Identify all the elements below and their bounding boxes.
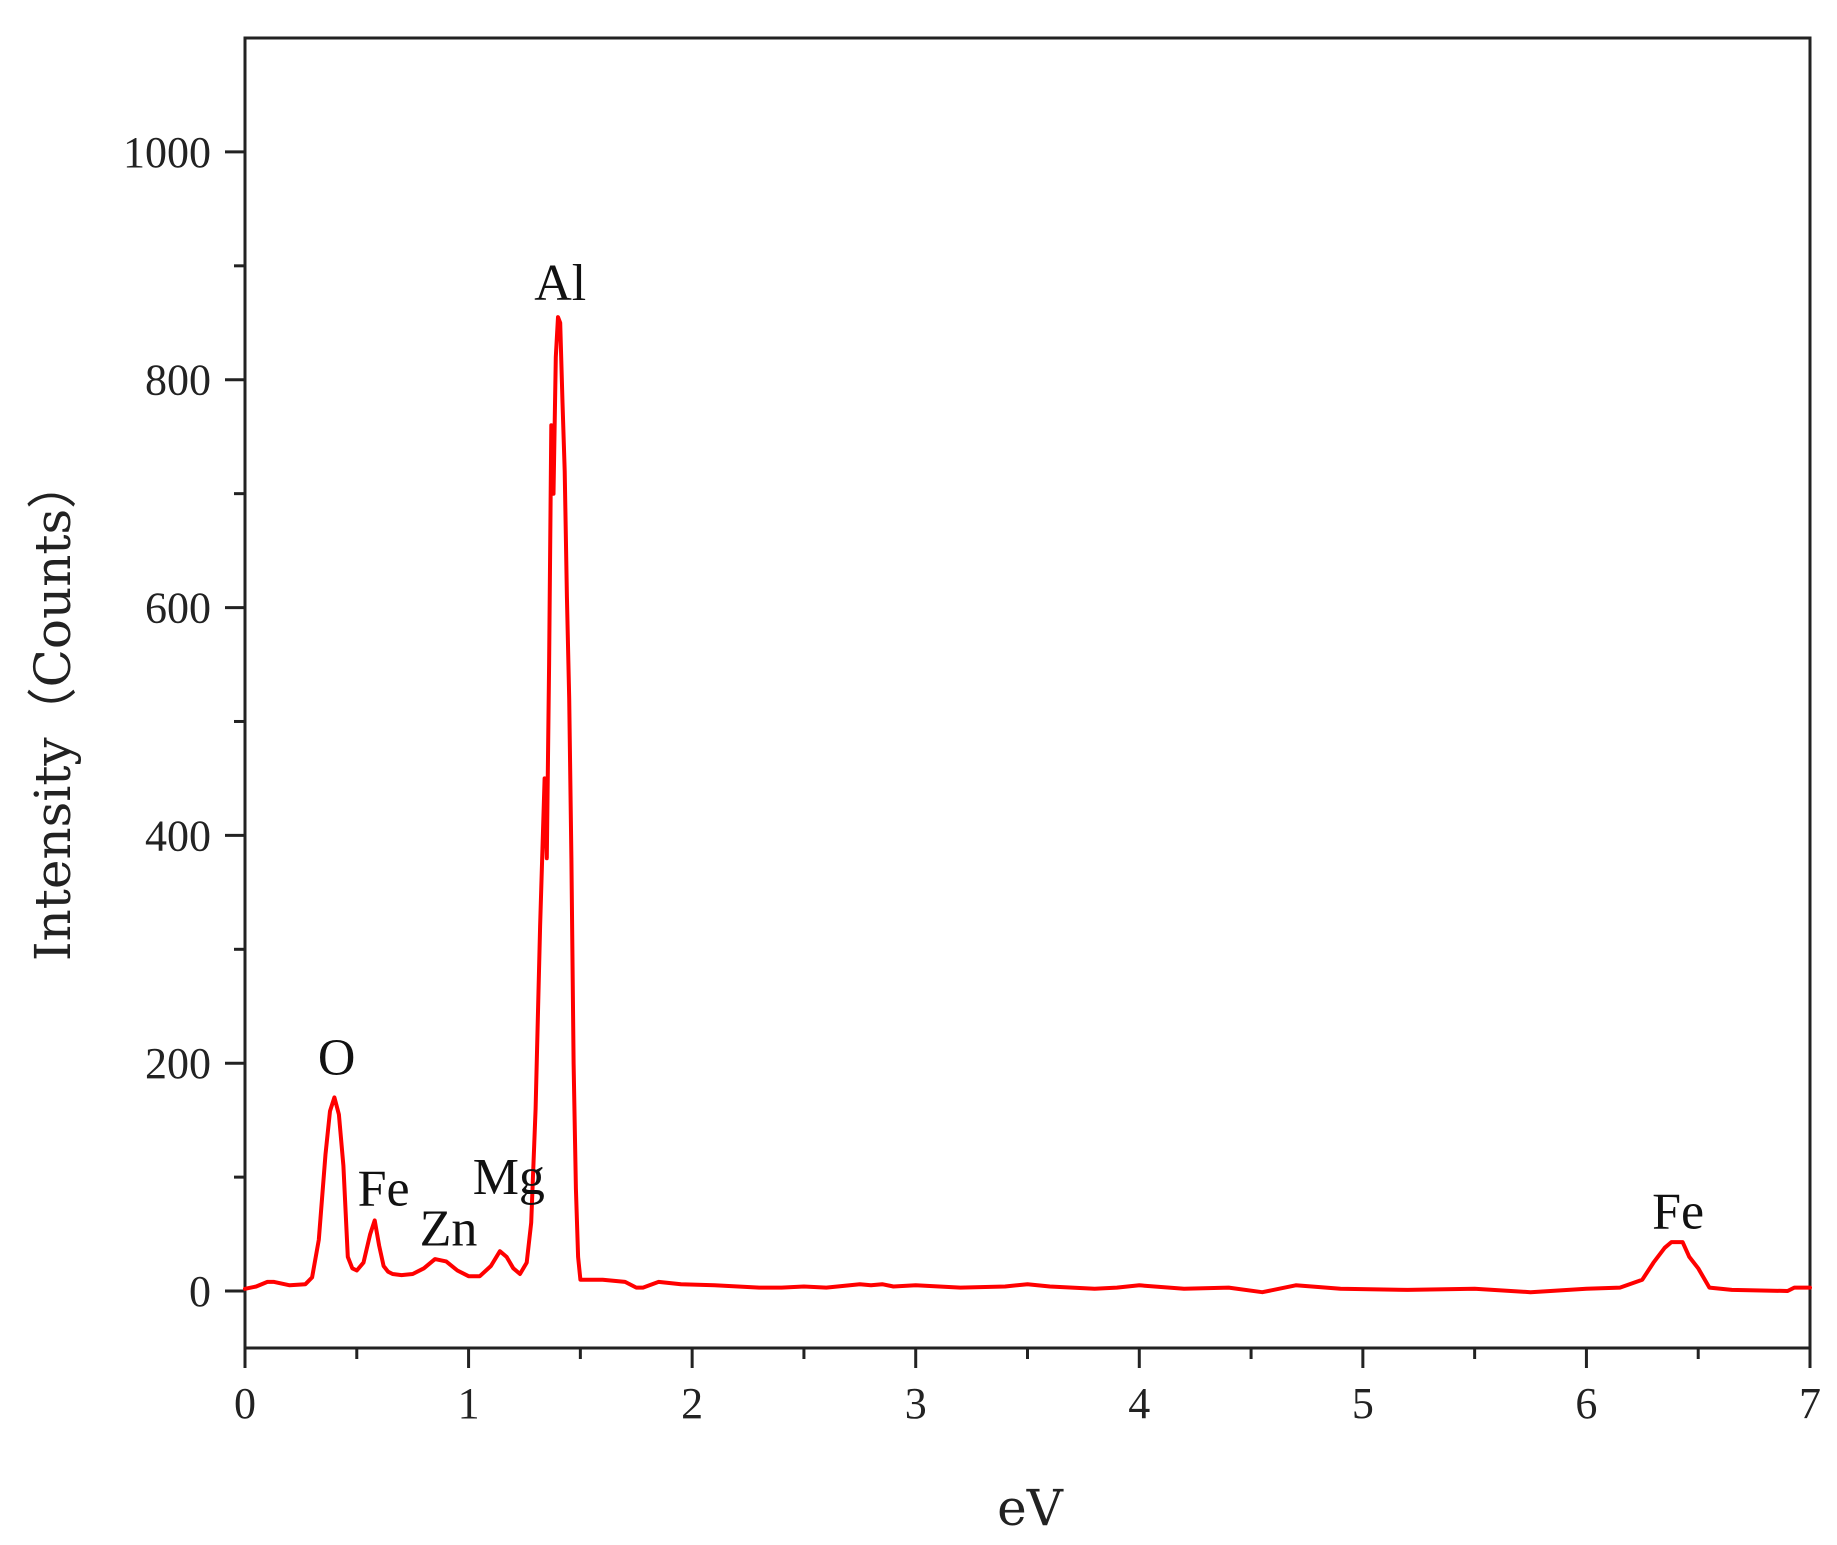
x-tick-label: 4 [1128,1379,1150,1428]
axis-ticks [225,150,1812,1368]
peak-label-al: Al [534,255,586,312]
x-tick-label: 7 [1799,1379,1821,1428]
x-axis-title: eV [997,1479,1064,1537]
y-tick-label: 200 [145,1039,211,1088]
y-tick-label: 800 [145,356,211,405]
x-tick-label: 5 [1352,1379,1374,1428]
peak-label-zn: Zn [420,1200,478,1257]
peak-label-mg: Mg [473,1149,545,1206]
peak-label-o: O [318,1030,356,1087]
y-tick-label: 400 [145,811,211,860]
y-axis-title: Intensity（Counts） [24,459,82,961]
y-tick-label: 1000 [123,128,211,177]
y-tick-label: 600 [145,584,211,633]
tick-labels: 0 1 2 3 4 5 6 7 0 200 400 600 800 1000 [123,128,1821,1428]
x-tick-label: 3 [905,1379,927,1428]
spectrum-line [243,315,1812,1295]
y-tick-label: 0 [189,1267,211,1316]
x-tick-label: 0 [234,1379,256,1428]
x-tick-label: 6 [1575,1379,1597,1428]
x-tick-label: 1 [458,1379,480,1428]
series-layer [243,315,1812,1295]
peak-label-fe: Fe [1652,1183,1704,1240]
peak-label-fe: Fe [358,1161,410,1218]
x-tick-label: 2 [681,1379,703,1428]
